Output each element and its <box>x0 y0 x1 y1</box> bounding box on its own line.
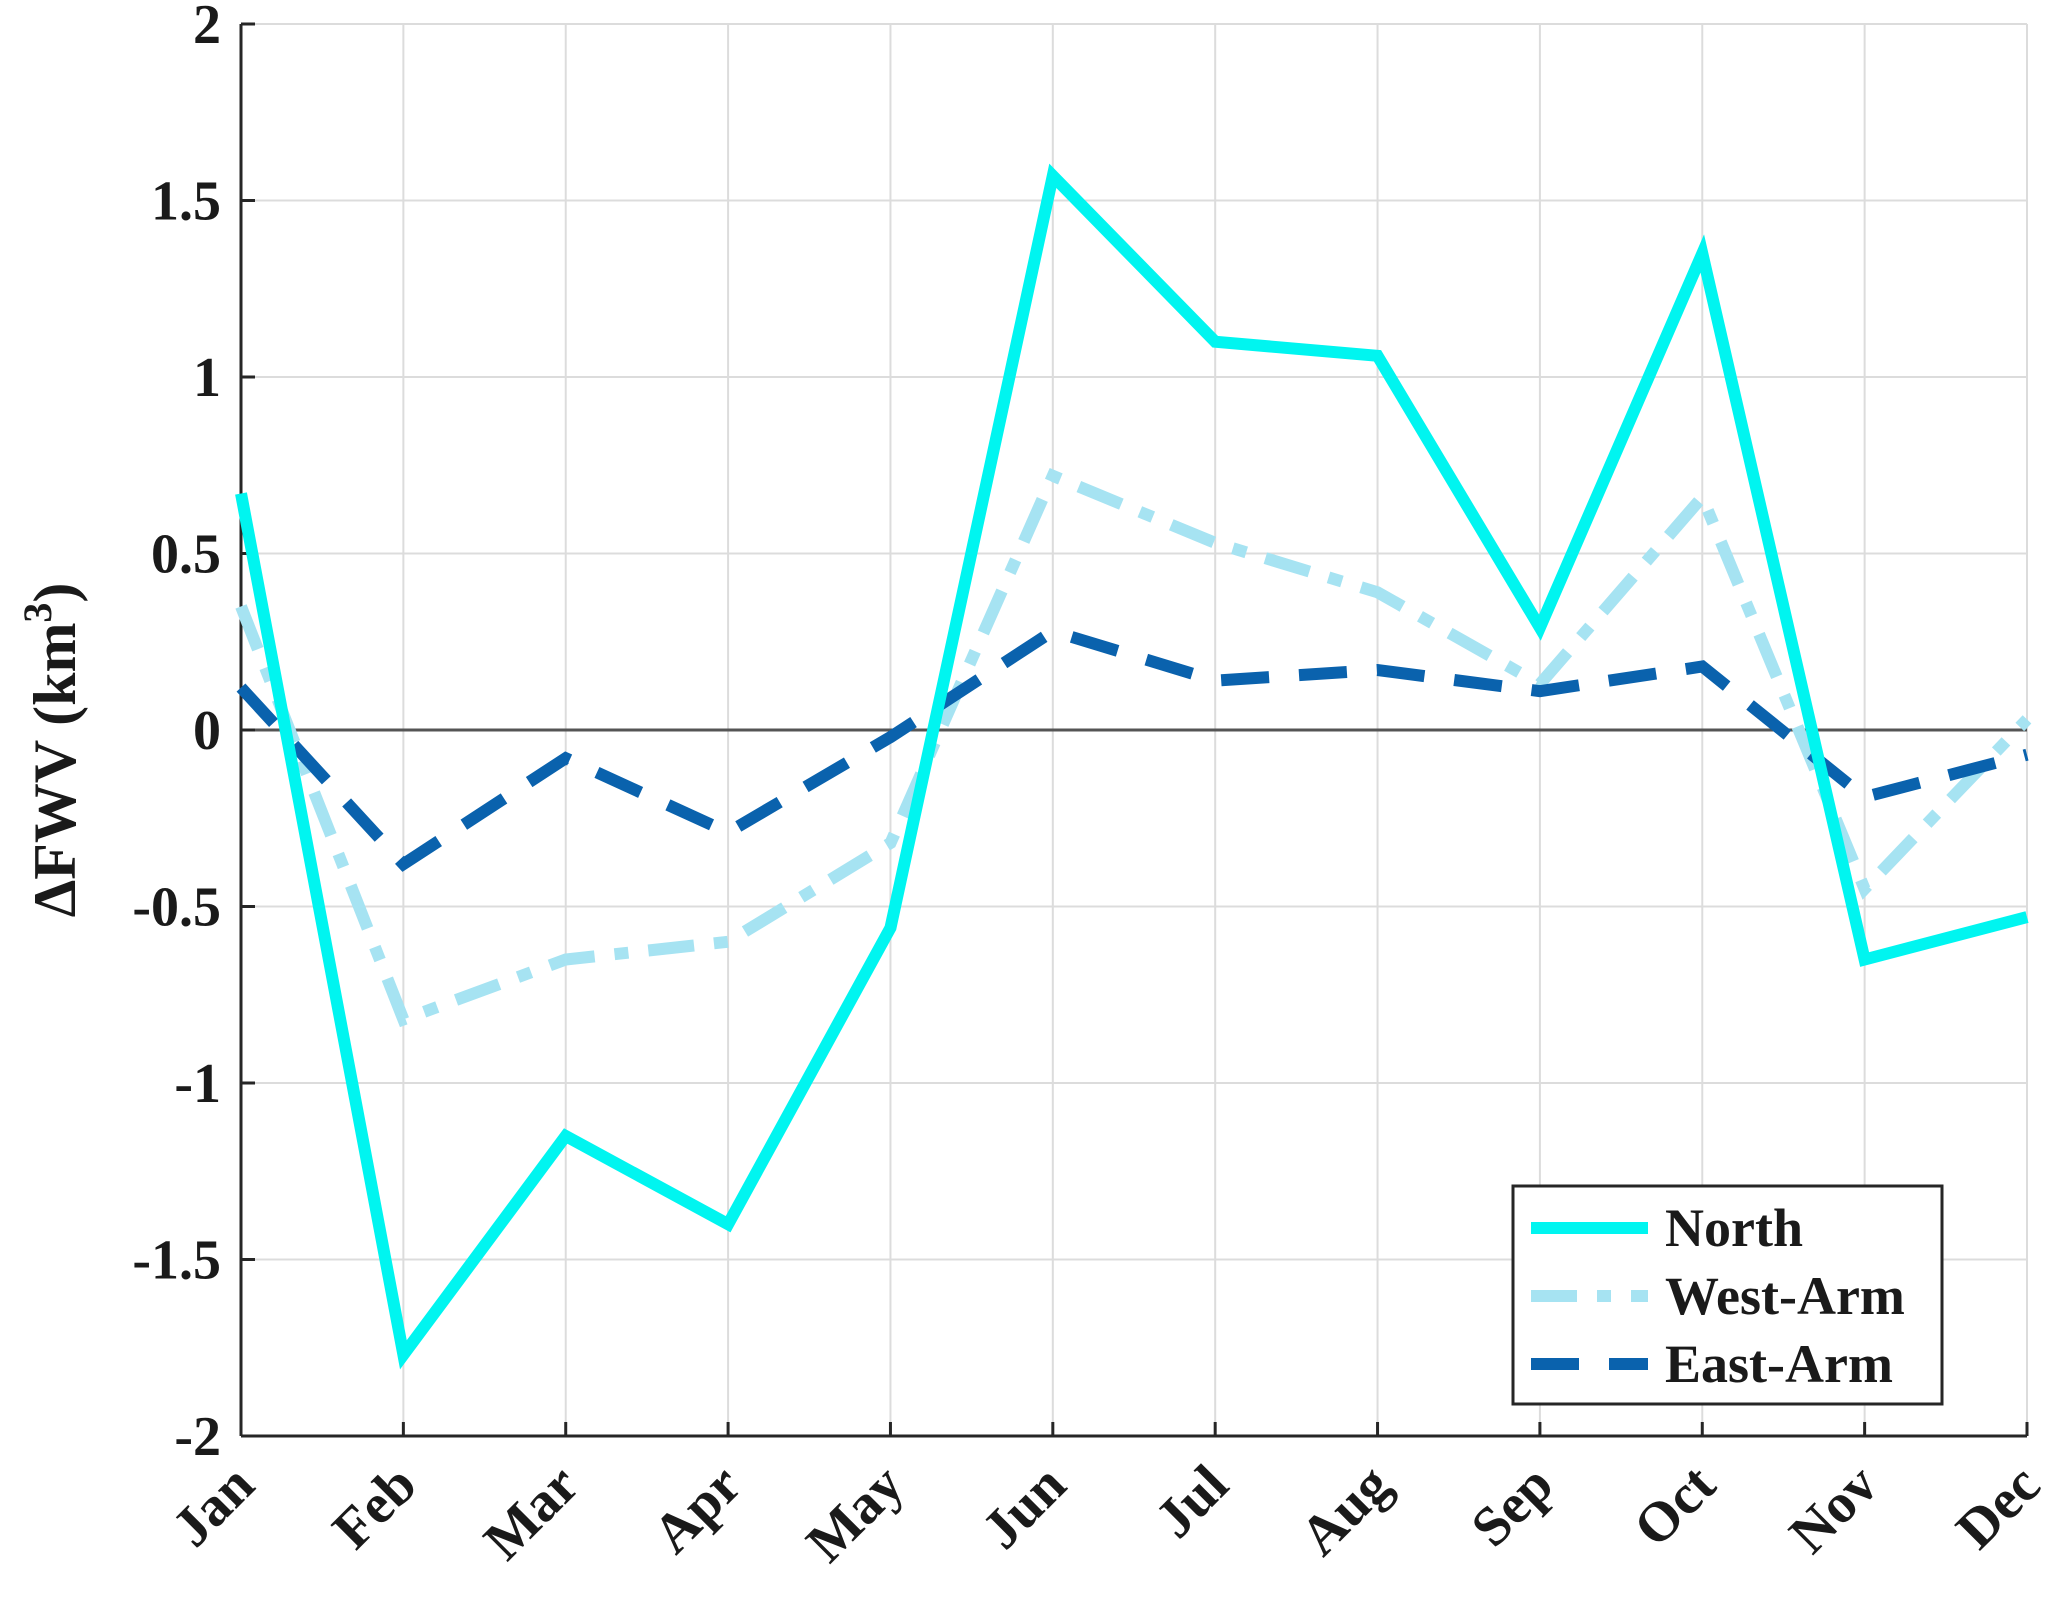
x-tick-label: Jun <box>970 1453 1078 1561</box>
series-lines <box>235 163 2032 1370</box>
x-tick-label: Nov <box>1778 1453 1890 1565</box>
x-tick-label: Jul <box>1144 1453 1241 1550</box>
axes <box>239 22 2029 1438</box>
x-tick-label: Dec <box>1945 1453 2053 1561</box>
legend-label-east-arm: East-Arm <box>1665 1334 1893 1394</box>
y-tick-label: -1.5 <box>132 1230 221 1292</box>
legend-label-west-arm: West-Arm <box>1665 1266 1905 1326</box>
y-tick-label: 1.5 <box>151 171 221 233</box>
y-tick-label: -1 <box>174 1053 221 1115</box>
y-tick-label: -2 <box>174 1406 221 1468</box>
legend: North West-Arm East-Arm <box>1511 1184 1944 1406</box>
series-line-east-arm <box>236 624 2029 872</box>
x-tick-label: Feb <box>321 1453 429 1561</box>
y-tick-label: 2 <box>193 0 221 56</box>
x-tick-label: Sep <box>1460 1453 1565 1558</box>
y-axis-title-superscript: 3 <box>15 603 60 623</box>
legend-label-north: North <box>1665 1198 1803 1258</box>
x-tick-label: Oct <box>1622 1453 1728 1559</box>
y-tick-label: 0 <box>193 700 221 762</box>
y-axis-title-close: ) <box>22 583 88 603</box>
x-tick-label: Mar <box>472 1453 591 1572</box>
x-tick-label: Aug <box>1288 1453 1402 1567</box>
y-tick-label: 1 <box>193 347 221 409</box>
y-tick-label: -0.5 <box>132 877 221 939</box>
y-axis-label: ΔFWV (km3) <box>15 583 88 918</box>
y-axis-title-main: ΔFWV (km <box>22 623 88 918</box>
x-tick-label: May <box>795 1453 916 1574</box>
y-axis-title: ΔFWV (km3) <box>15 583 88 918</box>
series-line-west-arm <box>235 468 2032 1028</box>
x-tick-label: Jan <box>161 1453 266 1558</box>
series-line-north <box>235 163 2029 1370</box>
x-tick-label: Apr <box>641 1453 753 1565</box>
y-tick-label: 0.5 <box>151 524 221 586</box>
